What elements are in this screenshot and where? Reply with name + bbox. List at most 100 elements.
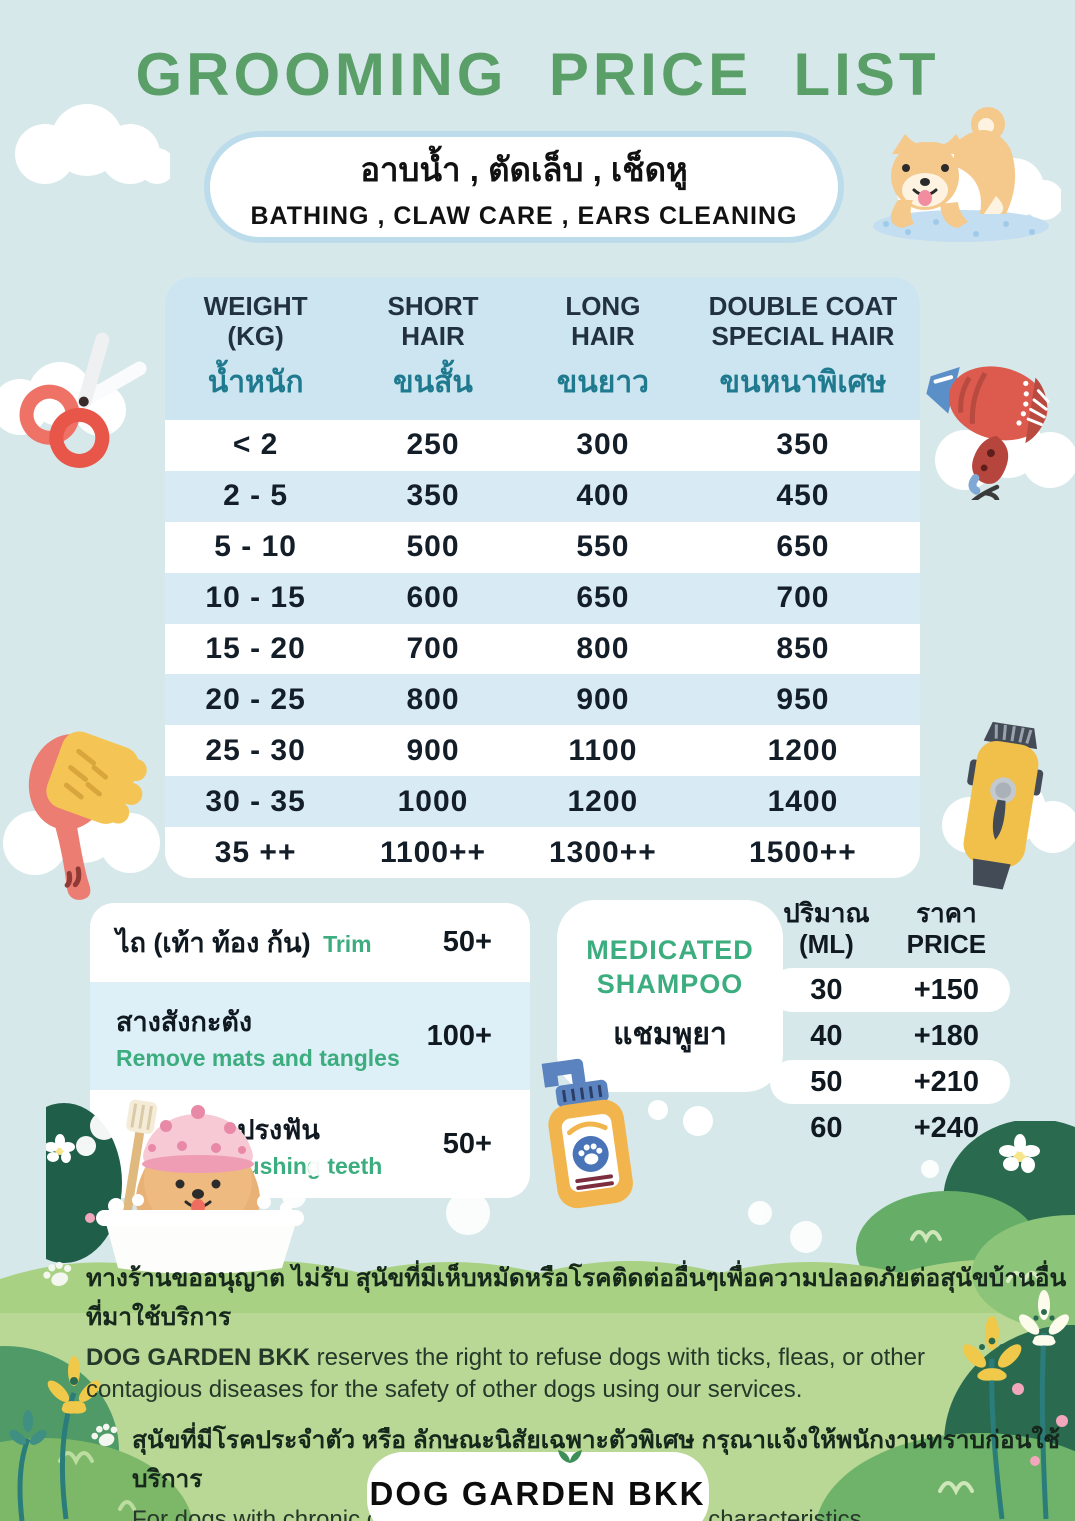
extra-service-english: Remove mats and tangles [116,1045,400,1071]
column-header-en: WEIGHT (KG) [203,290,308,351]
cell-short: 600 [406,581,460,615]
cell-long: 550 [576,530,630,564]
note-english-rest: reserves the right to refuse dogs with t… [86,1344,925,1404]
shampoo-ml: 40 [810,1019,843,1052]
price-table: WEIGHT (KG) น้ำหนัก SHORT HAIR ขนสั้น LO… [165,277,920,878]
shampoo-table-header: ปริมาณ (ML) ราคา PRICE [770,898,1010,960]
cell-double: 1400 [767,784,839,818]
dog-in-bathtub-illustration [46,1099,324,1273]
column-header-weight: WEIGHT (KG) น้ำหนัก [165,291,346,406]
cell-long: 900 [576,682,630,716]
cell-long: 1100 [568,733,638,767]
extra-service-english: Trim [323,931,372,957]
note-thai: ทางร้านขออนุญาต ไม่รับ สุนัขที่มีเห็บหมั… [86,1265,1067,1331]
table-row: 15 - 20 700 800 850 [165,624,920,675]
cell-long: 800 [576,632,630,665]
medicated-shampoo-bubble: MEDICATED SHAMPOO แชมพูยา [557,900,783,1092]
note-thai: สุนัขที่มีโรคประจำตัว หรือ ลักษณะนิสัยเฉ… [132,1427,1060,1494]
logo: DOG GARDEN BKK [366,1452,709,1521]
cell-short: 1000 [397,784,469,818]
hair-clipper-icon [963,721,1044,890]
cell-long: 650 [576,581,630,615]
note-refuse-policy: ทางร้านขออนุญาต ไม่รับ สุนัขที่มีเห็บหมั… [0,1258,1075,1406]
paw-print-icon [91,1424,118,1447]
shampoo-row: 40 +180 [770,1014,1010,1058]
cell-short: 250 [406,428,460,462]
column-header-th: ขนสั้น [393,366,473,400]
cell-long: 1300++ [548,835,657,869]
cell-double: 350 [776,428,830,462]
shampoo-price: +180 [913,1019,980,1052]
extra-service-thai: สางสังกะตัง [116,1007,253,1037]
extra-service-row-mats: สางสังกะตัง Remove mats and tangles 100+ [90,982,530,1090]
cell-short: 900 [406,733,460,767]
cell-weight: 30 - 35 [205,784,306,818]
note-english: DOG GARDEN BKK reserves the right to ref… [86,1342,986,1406]
extra-service-price: 100+ [426,1019,492,1052]
extra-service-thai: ไถ (เท้า ท้อง ก้น) [116,928,311,958]
extra-service-price: 50+ [442,1127,492,1160]
table-row: < 2 250 300 350 [165,420,920,471]
shampoo-row: 30 +150 [770,968,1010,1013]
column-header-en: SHORT HAIR [387,290,479,351]
cell-double: 1200 [767,733,839,767]
extra-service-label: สางสังกะตัง Remove mats and tangles [116,1000,400,1072]
extra-service-label: ไถ (เท้า ท้อง ก้น) Trim [116,921,372,964]
brand-name: DOG GARDEN BKK [86,1344,311,1371]
column-header-short-hair: SHORT HAIR ขนสั้น [346,291,520,406]
subtitle-thai: อาบน้ำ , ตัดเล็บ , เช็ดหู [360,151,688,188]
cell-short: 800 [406,682,460,716]
bubble-dot [648,1100,668,1120]
cell-weight: < 2 [232,428,279,462]
cell-long: 300 [576,428,630,462]
shampoo-column-volume: ปริมาณ (ML) [783,898,870,960]
shampoo-ml: 60 [810,1111,843,1144]
cell-long: 400 [576,479,630,513]
price-table-header: WEIGHT (KG) น้ำหนัก SHORT HAIR ขนสั้น LO… [165,277,920,420]
cell-double: 650 [776,530,830,564]
hair-dryer-icon [926,366,1050,500]
cloud-icon [15,104,170,184]
shampoo-title-english: MEDICATED SHAMPOO [586,934,754,999]
cell-double: 950 [776,682,830,716]
shampoo-title-thai: แชมพูยา [613,1018,727,1052]
landscape-decoration [0,1121,1075,1521]
shampoo-price-table: ปริมาณ (ML) ราคา PRICE 30 +150 40 +180 5… [770,898,1010,1152]
table-row: 2 - 5 350 400 450 [165,470,920,522]
bubble-dot [683,1106,713,1136]
grooming-brush-icon [28,731,147,900]
poster-title: GROOMING PRICE LIST [135,41,940,108]
paw-print-icon [43,1261,72,1286]
column-header-double-coat: DOUBLE COAT SPECIAL HAIR ขนหนาพิเศษ [686,291,920,406]
cell-short: 500 [406,530,460,564]
table-row: 10 - 15 600 650 700 [165,572,920,624]
cell-weight: 20 - 25 [205,682,306,716]
shampoo-bottle-icon [541,1058,633,1209]
column-header-long-hair: LONG HAIR ขนยาว [520,291,686,406]
sprout-icon [557,1450,582,1463]
cell-short: 350 [406,479,460,513]
subtitle-english: BATHING , CLAW CARE , EARS CLEANING [250,202,798,230]
subtitle-pill: อาบน้ำ , ตัดเล็บ , เช็ดหู BATHING , CLAW… [204,131,844,243]
column-header-th: ขนหนาพิเศษ [719,366,887,400]
shampoo-row: 60 +240 [770,1106,1010,1150]
cell-short: 1100++ [379,835,487,869]
cell-weight: 10 - 15 [205,581,306,615]
cell-double: 700 [776,581,830,615]
shiba-dog-illustration [873,107,1061,242]
table-row: 20 - 25 800 900 950 [165,674,920,726]
shampoo-row: 50 +210 [770,1060,1010,1105]
cell-short: 700 [406,632,460,665]
table-row: 35 ++ 1100++ 1300++ 1500++ [165,827,920,878]
extra-service-price: 50+ [442,926,492,958]
extra-service-row-trim: ไถ (เท้า ท้อง ก้น) Trim 50+ [90,903,530,982]
column-header-th: ขนยาว [556,366,650,400]
cell-weight: 25 - 30 [205,733,306,767]
cell-double: 450 [776,479,830,513]
shampoo-price: +210 [913,1065,980,1098]
shampoo-price: +150 [913,973,980,1006]
scissors-icon [19,332,147,468]
shampoo-price: +240 [913,1111,980,1144]
column-header-en: LONG HAIR [565,290,641,351]
